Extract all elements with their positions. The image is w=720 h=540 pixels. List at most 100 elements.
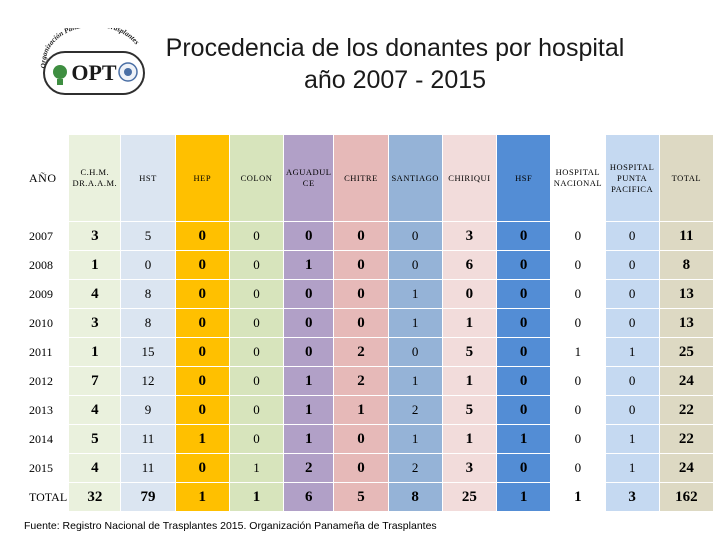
cell-aguadulce: 0 (283, 221, 335, 251)
cell-hep: 0 (174, 279, 230, 309)
cell-chiriqui: 3 (441, 453, 498, 483)
total-row: TOTAL 32 79 1 1 6 5 8 25 1 1 3 162 (19, 482, 715, 512)
cell-chitre: 0 (333, 424, 389, 454)
cell-chm: 4 (68, 279, 122, 309)
cell-hep: 0 (174, 337, 230, 367)
table-row: 2012 7 12 0 0 1 2 1 1 0 0 0 24 (19, 366, 715, 396)
cell-chitre: 5 (333, 482, 389, 512)
cell-hep: 1 (174, 424, 230, 454)
title-line-1: Procedencia de los donantes por hospital (165, 34, 625, 62)
cell-colon: 0 (228, 424, 285, 454)
cell-aguadulce: 0 (283, 337, 335, 367)
table-row: 2013 4 9 0 0 1 1 2 5 0 0 0 22 (19, 395, 715, 425)
header-hospital-punta-pacifica: HOSPITAL PUNTA PACIFICA (604, 134, 660, 222)
cell-chm: 3 (68, 308, 122, 338)
cell-total: 8 (658, 250, 715, 280)
cell-hst: 5 (120, 221, 176, 251)
row-year: 2007 (19, 221, 70, 251)
cell-hospital-nacional: 1 (550, 337, 606, 367)
cell-hsf: 0 (496, 250, 552, 280)
header-year: AÑO (19, 134, 70, 222)
cell-hospital-punta-pacifica: 1 (604, 453, 660, 483)
cell-chm: 1 (68, 337, 122, 367)
cell-santiago: 1 (387, 308, 443, 338)
cell-hospital-nacional: 0 (550, 366, 606, 396)
cell-chitre: 1 (333, 395, 389, 425)
table-row: 2014 5 11 1 0 1 0 1 1 1 0 1 22 (19, 424, 715, 454)
cell-chiriqui: 5 (441, 337, 498, 367)
salud-emblem-icon (53, 65, 67, 85)
header-chitre: CHITRE (333, 134, 389, 222)
seal-icon (118, 62, 138, 82)
cell-colon: 0 (228, 395, 285, 425)
cell-chitre: 2 (333, 366, 389, 396)
cell-colon: 0 (228, 279, 285, 309)
cell-colon: 0 (228, 366, 285, 396)
cell-santiago: 0 (387, 337, 443, 367)
cell-chm: 7 (68, 366, 122, 396)
cell-hep: 0 (174, 221, 230, 251)
header-colon: COLON (228, 134, 285, 222)
cell-chiriqui: 6 (441, 250, 498, 280)
cell-hospital-nacional: 0 (550, 279, 606, 309)
cell-chm: 5 (68, 424, 122, 454)
cell-chiriqui: 1 (441, 366, 498, 396)
cell-hep: 1 (174, 482, 230, 512)
row-year: TOTAL (19, 482, 70, 512)
header-hsf: HSF (496, 134, 552, 222)
cell-hospital-punta-pacifica: 1 (604, 337, 660, 367)
header-chiriqui: CHIRIQUI (441, 134, 498, 222)
cell-aguadulce: 1 (283, 366, 335, 396)
cell-total: 13 (658, 279, 715, 309)
cell-hospital-punta-pacifica: 0 (604, 279, 660, 309)
cell-aguadulce: 6 (283, 482, 335, 512)
cell-hospital-nacional: 1 (550, 482, 606, 512)
page-title: Procedencia de los donantes por hospital… (150, 32, 640, 96)
cell-chm: 4 (68, 395, 122, 425)
cell-chitre: 0 (333, 221, 389, 251)
cell-hep: 0 (174, 453, 230, 483)
cell-chm: 32 (68, 482, 122, 512)
cell-hst: 0 (120, 250, 176, 280)
cell-chitre: 0 (333, 279, 389, 309)
header-total: TOTAL (658, 134, 715, 222)
cell-hst: 8 (120, 279, 176, 309)
cell-total: 22 (658, 424, 715, 454)
cell-chiriqui: 1 (441, 308, 498, 338)
header-aguadulce: AGUADUL CE (283, 134, 335, 222)
cell-colon: 0 (228, 221, 285, 251)
table-row: 2015 4 11 0 1 2 0 2 3 0 0 1 24 (19, 453, 715, 483)
cell-hsf: 0 (496, 337, 552, 367)
row-year: 2010 (19, 308, 70, 338)
cell-hsf: 1 (496, 424, 552, 454)
cell-chm: 4 (68, 453, 122, 483)
cell-chm: 1 (68, 250, 122, 280)
table-row: 2007 3 5 0 0 0 0 0 3 0 0 0 11 (19, 221, 715, 251)
cell-hst: 15 (120, 337, 176, 367)
cell-hsf: 1 (496, 482, 552, 512)
row-year: 2011 (19, 337, 70, 367)
cell-santiago: 1 (387, 366, 443, 396)
cell-chitre: 0 (333, 250, 389, 280)
cell-hospital-punta-pacifica: 3 (604, 482, 660, 512)
cell-hospital-nacional: 0 (550, 250, 606, 280)
cell-hospital-punta-pacifica: 1 (604, 424, 660, 454)
cell-hsf: 0 (496, 279, 552, 309)
cell-aguadulce: 2 (283, 453, 335, 483)
cell-hep: 0 (174, 250, 230, 280)
cell-colon: 1 (228, 453, 285, 483)
header-chm: C.H.M. DR.A.A.M. (68, 134, 122, 222)
cell-chm: 3 (68, 221, 122, 251)
cell-colon: 0 (228, 250, 285, 280)
cell-santiago: 1 (387, 424, 443, 454)
cell-hsf: 0 (496, 395, 552, 425)
source-note: Fuente: Registro Nacional de Trasplantes… (24, 520, 437, 532)
header-hep: HEP (174, 134, 230, 222)
cell-santiago: 2 (387, 453, 443, 483)
cell-total: 11 (658, 221, 715, 251)
cell-chiriqui: 25 (441, 482, 498, 512)
cell-chiriqui: 5 (441, 395, 498, 425)
cell-hep: 0 (174, 308, 230, 338)
cell-colon: 0 (228, 308, 285, 338)
row-year: 2009 (19, 279, 70, 309)
